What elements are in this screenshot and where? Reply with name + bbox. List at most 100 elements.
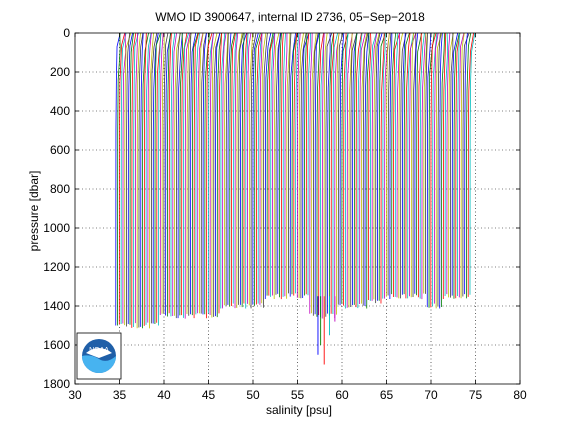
profile-line: [279, 32, 282, 298]
profile-line: [391, 32, 397, 295]
profile-line: [122, 32, 127, 324]
profile-line: [247, 32, 252, 304]
profile-line: [330, 32, 335, 314]
profile-line: [124, 32, 132, 326]
profile-line: [337, 32, 344, 305]
profile-line: [223, 32, 229, 306]
profile-line: [464, 32, 468, 295]
y-tick-label: 1800: [43, 377, 70, 391]
profile-line: [168, 32, 172, 314]
profile-line: [200, 32, 207, 314]
profile-line: [458, 32, 465, 298]
profile-line: [328, 32, 335, 316]
profile-line: [154, 32, 161, 324]
profile-line: [327, 32, 331, 314]
x-axis-label: salinity [psu]: [266, 403, 332, 417]
profile-line: [218, 32, 222, 314]
profile-line: [264, 32, 272, 299]
x-tick-label: 70: [424, 388, 438, 402]
profile-line: [216, 32, 222, 318]
profile-line: [359, 32, 366, 305]
profile-line: [206, 32, 213, 319]
profile-line: [398, 32, 404, 299]
profile-line: [286, 32, 291, 299]
profile-line: [143, 32, 147, 326]
profile-line: [268, 32, 275, 296]
profile-line: [272, 32, 276, 296]
profile-line: [426, 32, 432, 308]
profile-line: [419, 32, 425, 299]
profile-line: [439, 32, 443, 309]
profiles: [115, 32, 476, 365]
profile-line: [245, 32, 249, 309]
profile-line: [166, 32, 171, 317]
profile-line: [177, 32, 183, 319]
profile-line: [393, 32, 400, 298]
profile-line: [145, 32, 152, 325]
profile-line: [421, 32, 427, 300]
profile-line: [323, 32, 328, 319]
profile-line: [138, 32, 144, 328]
profile-line: [432, 32, 438, 307]
profile-line: [403, 32, 410, 295]
profile-line: [414, 32, 419, 294]
profile-line: [213, 32, 221, 317]
chart-title: WMO ID 3900647, internal ID 2736, 05−Sep…: [155, 10, 425, 24]
profile-line: [259, 32, 263, 305]
profile-line: [401, 32, 406, 295]
profile-line: [457, 32, 460, 297]
profile-line: [293, 32, 298, 296]
profile-line: [368, 32, 372, 300]
profile-line: [270, 32, 275, 297]
profile-line: [382, 32, 386, 299]
profile-line: [241, 32, 245, 308]
profile-line: [394, 32, 398, 297]
profile-line: [282, 32, 286, 297]
profile-line: [450, 32, 454, 298]
profile-line: [257, 32, 263, 304]
profile-line: [231, 32, 236, 307]
profile-line: [369, 32, 377, 301]
profile-line: [197, 32, 204, 314]
profile-line: [469, 32, 476, 295]
x-tick-label: 60: [335, 388, 349, 402]
x-tick-label: 45: [202, 388, 216, 402]
profile-line: [467, 32, 474, 297]
profile-line: [441, 32, 446, 307]
profile-line: [134, 32, 138, 324]
profile-line: [273, 32, 280, 299]
profile-line: [227, 32, 232, 305]
y-tick-label: 1000: [43, 221, 70, 235]
profile-line: [250, 32, 257, 309]
profile-line: [405, 32, 411, 299]
profile-line: [232, 32, 237, 304]
profile-line: [448, 32, 454, 298]
profile-line: [409, 32, 417, 297]
profile-line: [425, 32, 428, 294]
profile-line: [387, 32, 392, 296]
profile-line: [150, 32, 158, 324]
profile-line: [115, 32, 121, 326]
profile-line: [133, 32, 139, 328]
y-tick-label: 800: [50, 182, 70, 196]
y-tick-label: 1200: [43, 260, 70, 274]
profile-line: [248, 32, 254, 306]
profile-line: [460, 32, 465, 299]
profile-line: [417, 32, 422, 298]
profile-line: [350, 32, 358, 307]
profile-line: [284, 32, 288, 297]
profile-line: [188, 32, 192, 316]
profile-line: [238, 32, 244, 305]
profile-line: [207, 32, 214, 314]
profile-line: [199, 32, 204, 314]
profile-line: [183, 32, 189, 318]
profile-line: [165, 32, 172, 316]
profile-line: [289, 32, 296, 297]
profile-line: [202, 32, 207, 315]
profile-line: [453, 32, 460, 299]
profile-line: [184, 32, 191, 319]
profile-line: [129, 32, 134, 325]
profile-line: [136, 32, 141, 329]
